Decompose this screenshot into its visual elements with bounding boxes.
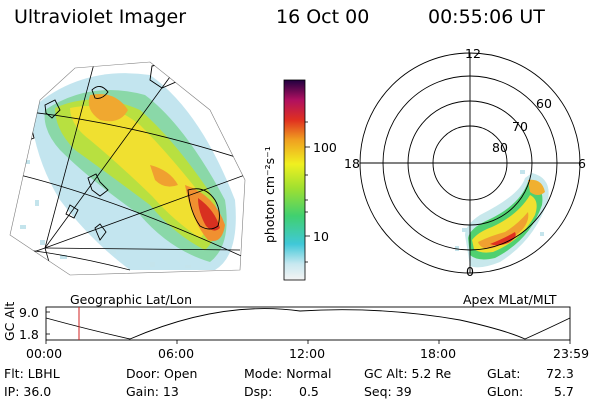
date-label: 16 Oct 00 [276,6,370,28]
polar-plot [359,52,581,274]
timeline-x-tick-2359: 23:59 [553,346,590,361]
colorbar [283,79,306,281]
mode-readout: Mode: Normal [244,366,332,381]
gc-alt-readout: GC Alt: 5.2 Re [364,366,452,381]
mlt-label-6: 6 [578,156,586,171]
polar-caption: Apex MLat/MLT [463,292,557,307]
mlt-label-18: 18 [344,156,360,171]
dsp-label: Dsp: [244,384,273,399]
mlat-label-80: 80 [492,140,508,155]
geographic-image [10,62,245,275]
time-label: 00:55:06 UT [428,6,545,28]
gain-readout: Gain: 13 [126,384,179,399]
ip-readout: IP: 36.0 [4,384,52,399]
mlt-label-12: 12 [465,46,481,61]
instrument-title: Ultraviolet Imager [14,6,187,28]
timeline-x-tick-0000: 00:00 [26,346,63,361]
altitude-timeline [45,306,571,344]
glon-value: 5.7 [554,384,574,399]
glat-label: GLat: [487,366,521,381]
glon-label: GLon: [487,384,524,399]
colorbar-tick-100: 100 [313,140,337,155]
mlat-label-70: 70 [512,119,528,134]
colorbar-tick-10: 10 [313,229,329,244]
geographic-caption: Geographic Lat/Lon [70,292,192,307]
colorbar-ticks [305,121,310,263]
timeline-x-tick-0600: 06:00 [158,346,195,361]
glat-value: 72.3 [546,366,574,381]
timeline-y-label: GC Alt [2,301,17,341]
seq-readout: Seq: 39 [364,384,412,399]
timeline-y-tick-low: 1.8 [19,327,39,342]
mlat-label-60: 60 [536,96,552,111]
timeline-y-tick-high: 9.0 [19,305,39,320]
colorbar-unit-label: photon cm⁻²s⁻¹ [262,146,277,243]
timeline-x-tick-1200: 12:00 [289,346,326,361]
auroral-oval [455,170,549,268]
dsp-value: 0.5 [299,384,319,399]
door-readout: Door: Open [126,366,198,381]
timeline-x-tick-1800: 18:00 [420,346,457,361]
geographic-frame [9,61,246,276]
filter-readout: Flt: LBHL [4,366,60,381]
mlt-label-0: 0 [466,264,474,279]
